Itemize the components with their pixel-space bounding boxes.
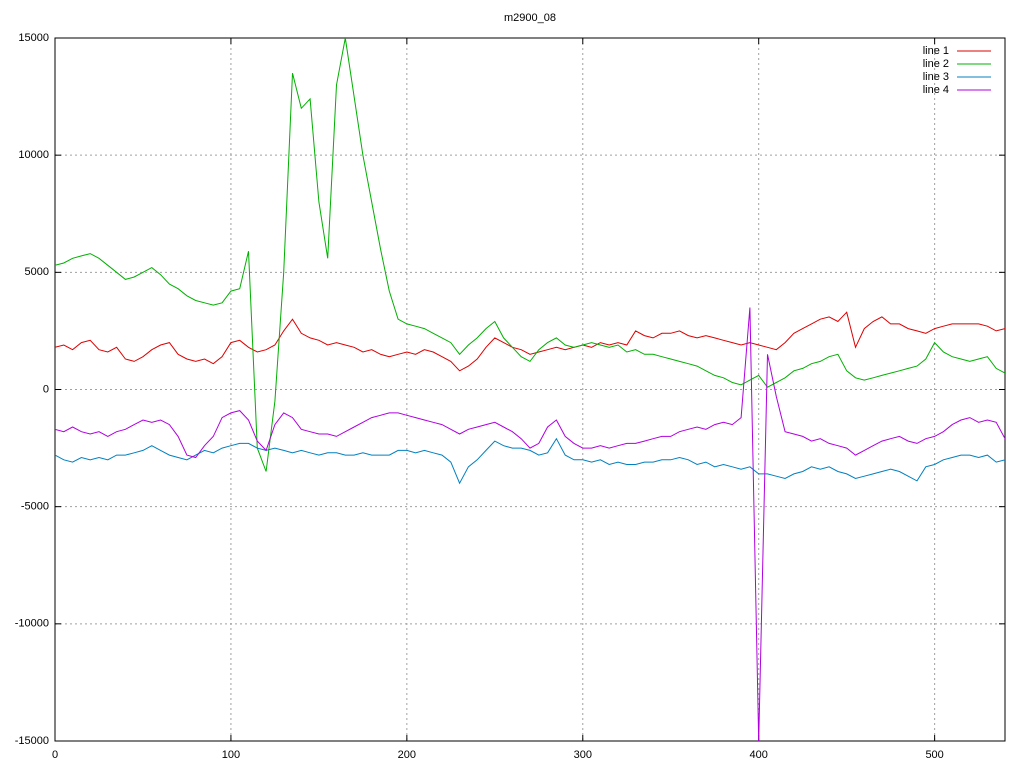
y-tick-label: 5000 xyxy=(25,266,49,278)
y-tick-label: -5000 xyxy=(21,501,49,513)
legend-label: line 1 xyxy=(923,45,949,57)
x-tick-label: 200 xyxy=(398,749,416,761)
x-tick-label: 300 xyxy=(574,749,592,761)
legend-label: line 4 xyxy=(923,84,949,96)
chart-title: m2900_08 xyxy=(504,12,556,24)
legend-label: line 3 xyxy=(923,71,949,83)
x-tick-label: 500 xyxy=(925,749,943,761)
y-tick-label: 0 xyxy=(43,383,49,395)
data-line xyxy=(55,307,1005,741)
y-tick-label: -10000 xyxy=(15,618,49,630)
x-tick-label: 100 xyxy=(222,749,240,761)
legend-label: line 2 xyxy=(923,58,949,70)
data-line xyxy=(55,38,1005,472)
x-tick-label: 400 xyxy=(750,749,768,761)
y-tick-label: 10000 xyxy=(18,149,49,161)
data-line xyxy=(55,311,1005,372)
y-tick-label: -15000 xyxy=(15,735,49,747)
x-tick-label: 0 xyxy=(52,749,58,761)
data-line xyxy=(55,437,1005,485)
plot-frame xyxy=(54,37,1006,742)
y-tick-label: 15000 xyxy=(18,32,49,44)
